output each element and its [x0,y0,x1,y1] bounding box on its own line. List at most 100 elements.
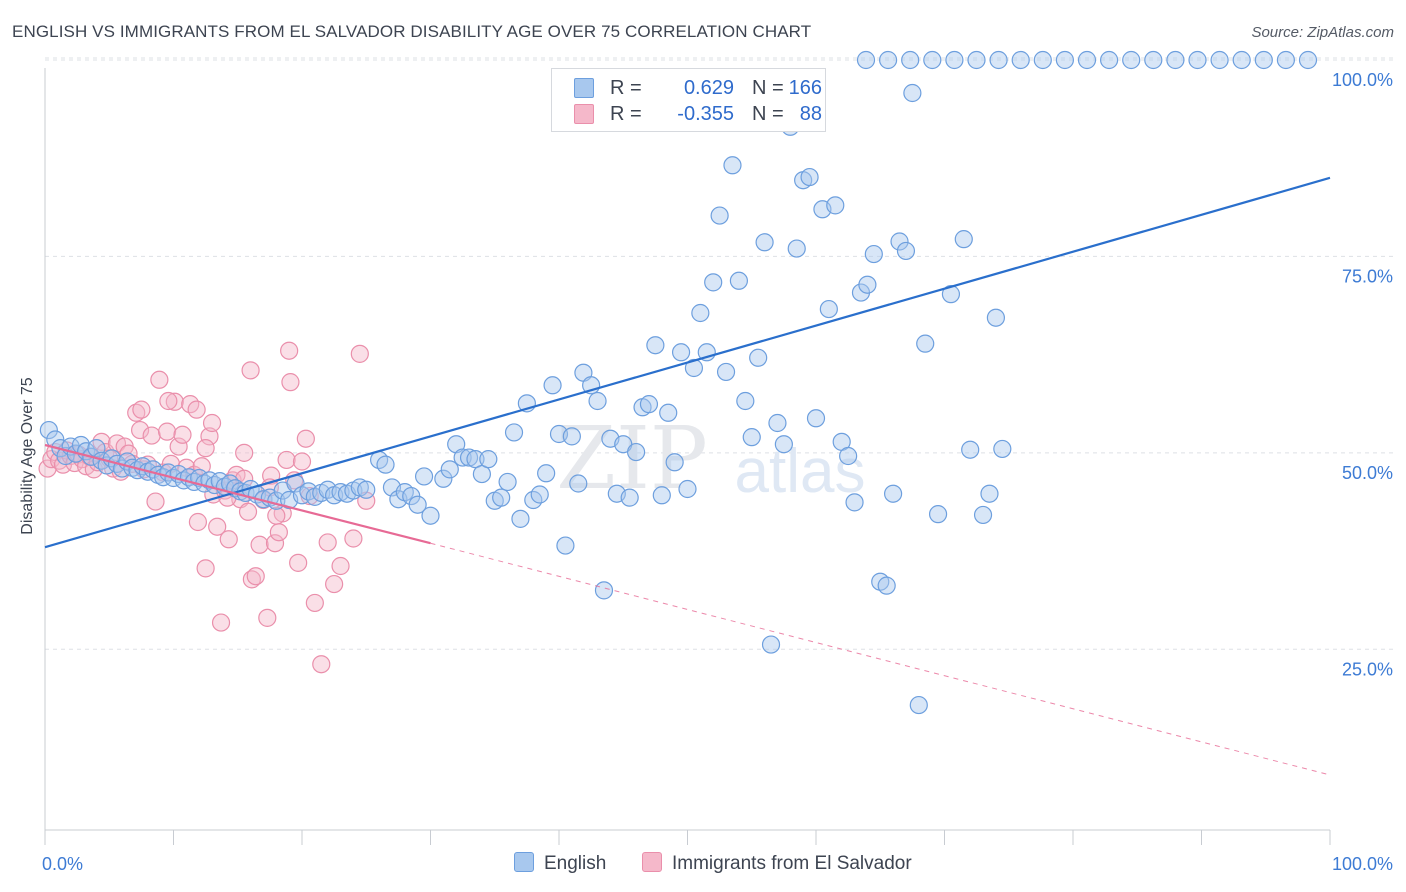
english-point [856,50,876,70]
english-point [923,50,942,70]
y-tick-label: 25.0% [1342,659,1393,679]
salvador-point [235,443,254,462]
english-point [414,467,434,486]
salvador-point [269,523,288,542]
english-point [537,464,556,483]
english-point [479,450,498,469]
salvador-point [208,517,227,536]
salvador-point [296,429,315,448]
english-point [678,479,697,499]
english-point [1011,50,1030,70]
english-point [569,474,588,493]
english-point [1099,50,1119,70]
legend-r-label: R = [610,103,642,125]
english-point [421,506,440,525]
english-point [761,635,781,654]
legend-r-value-salvador: -0.355 [677,103,734,125]
salvador-point [187,400,206,419]
english-point [588,391,607,411]
salvador-point [157,422,177,441]
english-point [1232,50,1251,70]
english-point [723,156,742,175]
english-point [961,440,980,459]
english-point [989,50,1008,70]
salvador-point [350,344,369,363]
legend-r-value-english: 0.629 [683,77,734,99]
salvador-trend-extension [430,542,1331,776]
english-point [492,488,511,507]
english-point [845,493,864,512]
salvador-point [165,392,184,411]
english-point [1188,50,1207,70]
english-point [543,376,562,395]
salvador-point [169,437,188,456]
english-point [806,409,826,428]
salvador-point [159,391,178,411]
series-swatch-salvador [642,852,662,872]
salvador-point [277,450,296,470]
legend-r-label: R = [610,77,642,99]
legend-n-value-salvador: 88 [799,103,822,125]
english-point [511,509,530,528]
salvador-point [289,553,308,572]
english-point [729,271,749,290]
salvador-point [192,457,211,476]
salvador-point [219,530,238,549]
english-point [993,439,1012,459]
english-point [626,442,646,462]
english-point [819,299,838,319]
english-point [530,485,549,504]
english-point [877,576,896,595]
salvador-point [325,574,344,594]
english-point [434,469,453,488]
series-legend: English Immigrants from El Salvador [0,852,1406,878]
english-point [1276,50,1296,70]
salvador-point [305,593,324,613]
english-point [1033,50,1052,70]
english-point [620,488,639,507]
english-point [440,460,459,479]
english-point [909,695,928,715]
english-trend-line [44,176,1331,549]
english-point [768,413,787,433]
salvador-point [265,534,285,553]
legend-swatch-salvador [574,104,594,124]
english-point [498,472,517,492]
english-point [839,446,858,466]
english-point [1122,50,1141,70]
english-point [774,435,793,454]
series-label-salvador: Immigrants from El Salvador [672,853,912,874]
salvador-point [200,427,219,446]
english-point [556,536,575,555]
english-point [691,303,710,323]
salvador-point [292,452,312,471]
english-point [652,486,671,505]
salvador-point [132,400,151,419]
english-point [504,423,524,442]
legend-n-label: N = [752,103,784,125]
series-legend-salvador: Immigrants from El Salvador [642,852,912,875]
english-point [787,239,806,258]
salvador-point [281,373,300,392]
salvador-point [196,559,215,578]
english-point [459,448,479,467]
english-point [941,285,961,304]
salvador-point [202,413,222,433]
series-swatch-english [514,852,534,872]
salvador-point [250,535,269,554]
y-tick-label: 75.0% [1342,266,1393,286]
salvador-point [146,492,165,511]
english-point [1077,50,1097,70]
salvador-trend-line [44,443,431,545]
english-point [945,50,964,70]
english-point [1254,50,1273,70]
english-point [594,581,614,600]
salvador-point [211,613,231,632]
x-tick-label: 100.0% [1332,854,1393,874]
salvador-point [280,341,299,360]
english-point [878,50,898,70]
english-point [1298,50,1318,70]
y-tick-label: 100.0% [1332,70,1393,90]
salvador-point [196,439,215,458]
